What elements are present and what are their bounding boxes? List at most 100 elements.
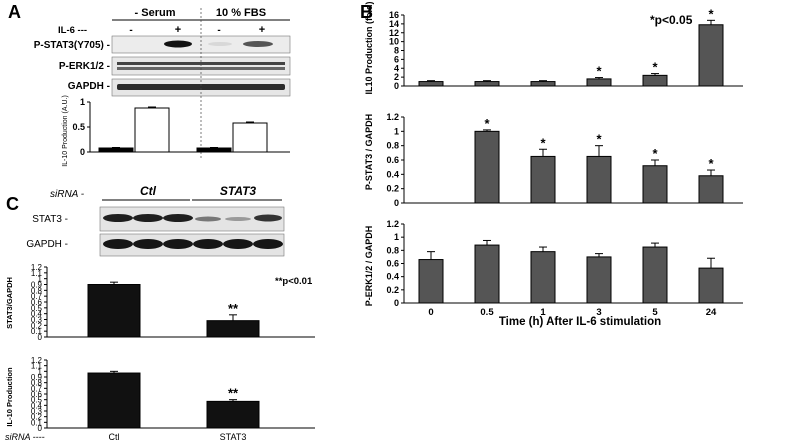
panel-b2-ytick-label-0: 0 — [394, 198, 399, 208]
panel-a-il6-mark-2: + — [175, 24, 181, 36]
panel-b2-star-4: * — [652, 146, 658, 161]
panel-b3-bar-4 — [642, 246, 668, 304]
panel-a-bar-0 — [98, 147, 134, 153]
panel-b2-star-2: * — [540, 135, 546, 150]
panel-c-blot-gapdh — [99, 233, 285, 257]
panel-b2-ytick-label-6: 1.2 — [386, 112, 399, 122]
panel-b3-ytick-label-0: 0 — [394, 298, 399, 308]
panel-c1-star-1: ** — [228, 301, 239, 316]
panel-b2-star-1: * — [484, 116, 490, 131]
panel-b-letter: B — [360, 2, 373, 22]
panel-c2-ytick-label-3: 0.3 — [31, 407, 43, 416]
panel-b1-ytick-label-6: 12 — [389, 28, 399, 38]
panel-b3-xtick-label-5: 24 — [706, 307, 717, 318]
panel-b3-ylabel: P-ERK1/2 / GAPDH — [364, 226, 374, 307]
panel-b1-bar-1 — [474, 81, 500, 87]
panel-b3-bar-1 — [474, 244, 500, 304]
panel-c-bottom-stat3: STAT3 — [220, 432, 247, 442]
panel-b1-ytick-label-1: 2 — [394, 72, 399, 82]
panel-c1-bar-0 — [87, 284, 141, 338]
panel-b3-bar-5 — [698, 267, 724, 304]
panel-c2-ytick-label-4: 0.4 — [31, 401, 43, 410]
panel-b2-ylabel: P-STAT3 / GAPDH — [364, 114, 374, 190]
panel-a-letter: A — [8, 2, 21, 22]
panel-a-il6-mark-4: + — [259, 24, 265, 36]
panel-a-ylabel: IL-10 Production (A.U.) — [62, 95, 69, 167]
panel-b2-ytick-label-4: 0.8 — [386, 141, 399, 151]
panel-c2-ylabel: IL-10 Production — [5, 367, 14, 427]
panel-c1-ytick-label-0: 0 — [38, 333, 43, 342]
panel-b3-bar-0 — [418, 259, 444, 304]
panel-b1-ytick-label-8: 16 — [389, 10, 399, 20]
panel-b3-xtick-label-0: 0 — [428, 307, 433, 318]
panel-b1-star-4: * — [652, 60, 658, 75]
panel-b3-ytick-label-1: 0.2 — [386, 285, 399, 295]
panel-b3-ytick-label-3: 0.6 — [386, 259, 399, 269]
panel-b1-ylabel: IL10 Production (fold) — [364, 2, 374, 95]
panel-b1-ytick-label-7: 14 — [389, 19, 399, 29]
panel-c2-chart: 00.10.20.30.40.50.60.70.80.911.11.2 ** — [31, 356, 315, 433]
panel-b2-ytick-label-5: 1 — [394, 126, 399, 136]
panel-b1-star-3: * — [596, 64, 602, 79]
panel-b1-bar-2 — [530, 81, 556, 87]
panel-b3-xtick-label-2: 1 — [540, 307, 546, 318]
panel-c2-ytick-label-6: 0.6 — [31, 390, 43, 399]
panel-b3-ytick-label-2: 0.4 — [386, 272, 399, 282]
panel-c-bottom-sirna-label: siRNA ---- — [5, 432, 45, 442]
panel-b3-ytick-label-4: 0.8 — [386, 245, 399, 255]
panel-a-blot-label-perk: P-ERK1/2 - — [59, 61, 110, 72]
panel-a-header-fbs: 10 % FBS — [216, 7, 266, 19]
panel-c1-ytick-label-7: 0.7 — [31, 292, 43, 301]
panel-c-blot-label-gapdh: GAPDH - — [26, 239, 68, 250]
panel-a-il6-mark-1: - — [129, 25, 132, 36]
panel-c1-bar-1 — [206, 320, 260, 338]
panel-c-header-stat3: STAT3 — [220, 184, 257, 198]
panel-b2-ytick-label-3: 0.6 — [386, 155, 399, 165]
panel-b3-xtick-label-3: 3 — [596, 307, 601, 318]
panel-c1-ytick-label-3: 0.3 — [31, 316, 43, 325]
panel-a-blot-gapdh — [111, 78, 291, 97]
panel-b1-ytick-label-3: 6 — [394, 54, 399, 64]
panel-b2-bar-2 — [530, 155, 556, 204]
panel-a-header-serum: - Serum — [135, 7, 176, 19]
panel-b3-bar-2 — [530, 251, 556, 304]
panel-c-blot-stat3 — [99, 206, 285, 232]
panel-c2-ytick-label-7: 0.7 — [31, 384, 43, 393]
panel-b-xlabel: Time (h) After IL-6 stimulation — [499, 316, 661, 328]
panel-c1-ytick-label-12: 1.2 — [31, 263, 43, 272]
panel-c-letter: C — [6, 194, 19, 214]
panel-c-header-ctl: Ctl — [140, 184, 157, 198]
panel-a-blot-label-gapdh: GAPDH - — [68, 81, 110, 92]
panel-c2-ytick-label-10: 1 — [38, 367, 43, 376]
panel-b3-chart: 0 0.2 0.4 0.6 0.8 1 1.2 0 0.5 1 3 5 24 — [386, 219, 743, 318]
panel-c1-ytick-label-5: 0.5 — [31, 304, 43, 313]
panel-a-bar-2 — [196, 147, 232, 153]
panel-a-bar-3 — [232, 122, 268, 153]
panel-a-il6-label: IL-6 --- — [58, 25, 87, 36]
panel-c1-ytick-label-1: 0.1 — [31, 327, 43, 336]
panel-c1-ytick-label-6: 0.6 — [31, 298, 43, 307]
panel-b-annotation: *p<0.05 — [650, 13, 693, 27]
panel-b1-ytick-label-2: 4 — [394, 63, 399, 73]
panel-b3-xtick-label-4: 5 — [652, 307, 658, 318]
panel-c2-ytick-label-5: 0.5 — [31, 396, 43, 405]
panel-b3-bar-3 — [586, 256, 612, 304]
panel-b1-bar-4 — [642, 74, 668, 87]
panel-c1-chart: 00.10.20.30.40.50.60.70.80.911.11.2 ** — [31, 263, 315, 342]
panel-a-bar-1 — [134, 107, 170, 153]
panel-b1-bar-3 — [586, 78, 612, 87]
panel-a-chart: 00.51 — [72, 97, 290, 157]
panel-b1-ytick-label-5: 10 — [389, 37, 399, 47]
panel-c2-ytick-label-9: 0.9 — [31, 373, 43, 382]
panel-b3-ytick-label-6: 1.2 — [386, 219, 399, 229]
panel-a-blot-label-pstat3: P-STAT3(Y705) - — [34, 40, 110, 51]
panel-b3-xtick-label-1: 0.5 — [480, 307, 494, 318]
panel-b2-bar-1 — [474, 130, 500, 204]
panel-a-ytick-label-2: 1 — [80, 97, 85, 107]
panel-c2-ytick-label-11: 1.1 — [31, 362, 43, 371]
panel-c2-ytick-label-1: 0.1 — [31, 418, 43, 427]
panel-b2-bar-3 — [586, 155, 612, 204]
panel-c-blot-label-stat3: STAT3 - — [32, 214, 68, 225]
